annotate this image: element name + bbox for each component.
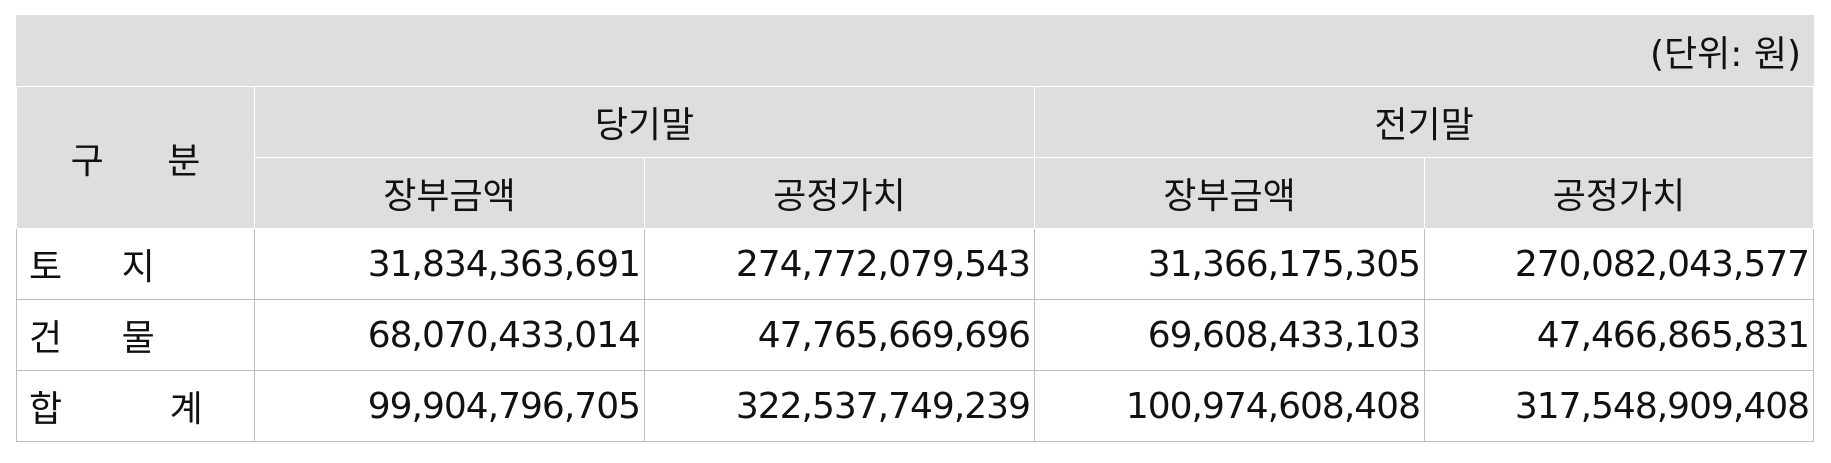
prior-fair-value: 47,466,865,831 xyxy=(1423,299,1815,371)
prior-period-header: 전기말 xyxy=(1033,86,1815,158)
current-fair-value-header: 공정가치 xyxy=(644,157,1035,229)
table-row-total: 합 계 99,904,796,705 322,537,749,239 100,9… xyxy=(16,370,1815,442)
table-row-land: 토 지 31,834,363,691 274,772,079,543 31,36… xyxy=(16,228,1815,300)
header-row-subcolumns: 장부금액 공정가치 장부금액 공정가치 xyxy=(17,157,1815,229)
current-book-value: 99,904,796,705 xyxy=(254,370,645,442)
prior-fair-value: 270,082,043,577 xyxy=(1423,228,1815,300)
current-fair-value: 274,772,079,543 xyxy=(644,228,1035,300)
prior-book-value: 69,608,433,103 xyxy=(1034,299,1425,371)
row-label: 합 계 xyxy=(16,370,255,442)
fair-value-table-container: (단위: 원) 구 분 당기말 전기말 장부금액 공정가치 장부금액 공정가치 … xyxy=(15,15,1815,442)
fair-value-table: (단위: 원) 구 분 당기말 전기말 장부금액 공정가치 장부금액 공정가치 … xyxy=(15,15,1815,442)
prior-fair-value: 317,548,909,408 xyxy=(1423,370,1815,442)
prior-fair-value-header: 공정가치 xyxy=(1423,157,1815,229)
header-row-groups: 구 분 당기말 전기말 xyxy=(16,86,1815,229)
unit-row: (단위: 원) xyxy=(15,15,1815,87)
row-label: 토 지 xyxy=(16,228,255,300)
current-fair-value: 322,537,749,239 xyxy=(644,370,1035,442)
current-book-value: 31,834,363,691 xyxy=(254,228,645,300)
unit-label: (단위: 원) xyxy=(15,15,1815,87)
prior-book-value-header: 장부금액 xyxy=(1034,157,1425,229)
current-book-value-header: 장부금액 xyxy=(254,157,645,229)
table-row-building: 건 물 68,070,433,014 47,765,669,696 69,608… xyxy=(16,299,1815,371)
prior-book-value: 100,974,608,408 xyxy=(1034,370,1425,442)
current-fair-value: 47,765,669,696 xyxy=(644,299,1035,371)
row-label: 건 물 xyxy=(16,299,255,371)
category-header: 구 분 xyxy=(16,86,255,229)
current-book-value: 68,070,433,014 xyxy=(254,299,645,371)
current-period-header: 당기말 xyxy=(254,86,1035,158)
prior-book-value: 31,366,175,305 xyxy=(1034,228,1425,300)
